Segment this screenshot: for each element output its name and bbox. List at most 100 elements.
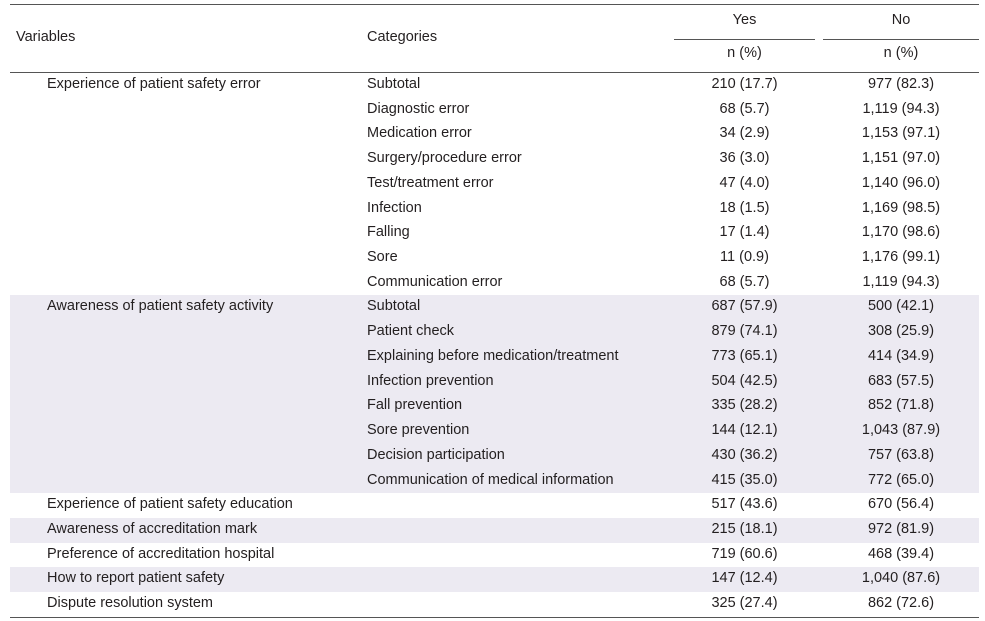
yes-cell: 11 (0.9) <box>720 249 769 266</box>
no-cell: 757 (63.8) <box>867 446 935 463</box>
no-cell: 1,040 (87.6) <box>861 570 941 587</box>
yes-cell: 504 (42.5) <box>711 372 778 389</box>
yes-cell: 144 (12.1) <box>711 422 778 439</box>
no-cell: 1,169 (98.5) <box>861 199 941 216</box>
table-row: Surgery/procedure error 36 (3.0) 1,151 (97… <box>10 147 979 172</box>
table-row: Experience of patient safety education 51… <box>10 493 979 518</box>
category-cell: Patient check <box>367 323 455 340</box>
no-cell: 1,151 (97.0) <box>861 150 941 167</box>
header-variables: Variables <box>16 29 76 45</box>
category-cell: Fall prevention <box>367 397 463 414</box>
yes-cell: 147 (12.4) <box>711 570 778 587</box>
yes-cell: 335 (28.2) <box>711 397 778 414</box>
category-cell: Sore <box>367 249 398 266</box>
no-cell: 414 (34.9) <box>867 347 935 364</box>
no-cell: 468 (39.4) <box>867 545 935 562</box>
no-cell: 308 (25.9) <box>867 323 935 340</box>
no-cell: 1,043 (87.9) <box>861 422 941 439</box>
category-cell: Falling <box>367 224 410 241</box>
yes-cell: 517 (43.6) <box>711 496 778 513</box>
header-no-rule <box>823 39 979 40</box>
category-cell: Explaining before medication/treatment <box>367 347 619 364</box>
no-cell: 1,153 (97.1) <box>861 125 941 142</box>
header-categories: Categories <box>367 29 438 45</box>
category-cell: Test/treatment error <box>367 174 494 191</box>
yes-cell: 325 (27.4) <box>711 595 778 612</box>
variable-cell: Dispute resolution system <box>47 595 214 612</box>
yes-cell: 47 (4.0) <box>719 174 770 191</box>
no-cell: 852 (71.8) <box>867 397 935 414</box>
variable-cell: Awareness of accreditation mark <box>47 520 258 537</box>
table-row: Sore 11 (0.9) 1,176 (99.1) <box>10 246 979 271</box>
table-row: Patient check 879 (74.1) 308 (25.9) <box>10 320 979 345</box>
no-cell: 670 (56.4) <box>867 496 935 513</box>
category-cell: Subtotal <box>367 298 421 315</box>
yes-cell: 34 (2.9) <box>719 125 770 142</box>
table-row: Explaining before medication/treatment 77… <box>10 344 979 370</box>
header-yes-unit: n (%) <box>727 45 762 61</box>
category-cell: Medication error <box>367 125 472 142</box>
yes-cell: 36 (3.0) <box>719 150 770 167</box>
yes-cell: 719 (60.6) <box>711 545 778 562</box>
yes-cell: 773 (65.1) <box>711 347 778 364</box>
variable-cell: Experience of patient safety education <box>47 496 293 513</box>
category-cell: Communication of medical information <box>367 471 614 488</box>
table-row: Falling 17 (1.4) 1,170 (98.6) <box>10 221 979 246</box>
data-table: Variables Categories Yes No n (%) n (%) … <box>10 4 979 618</box>
header-no: No <box>891 12 911 28</box>
table-row: Infection prevention 504 (42.5) 683 (57.5) <box>10 369 979 395</box>
variable-cell: How to report patient safety <box>47 570 225 587</box>
table-row: Decision participation 430 (36.2) 757 (63.… <box>10 443 979 469</box>
header-yes: Yes <box>732 12 757 28</box>
table-row: Awareness of patient safety activity Subt… <box>10 295 979 321</box>
no-cell: 1,176 (99.1) <box>861 249 941 266</box>
no-cell: 683 (57.5) <box>867 372 935 389</box>
table-body: Experience of patient safety error Subtot… <box>10 73 979 618</box>
no-cell: 1,170 (98.6) <box>861 224 941 241</box>
yes-cell: 18 (1.5) <box>719 199 770 216</box>
variable-cell: Preference of accreditation hospital <box>47 545 275 562</box>
table-row: Communication of medical information 415 … <box>10 468 979 494</box>
no-cell: 972 (81.9) <box>867 520 935 537</box>
variable-cell: Experience of patient safety error <box>47 76 261 92</box>
yes-cell: 215 (18.1) <box>711 520 778 537</box>
yes-cell: 68 (5.7) <box>719 273 770 290</box>
yes-cell: 210 (17.7) <box>711 76 778 92</box>
yes-cell: 687 (57.9) <box>711 298 778 315</box>
table-row: Dispute resolution system 325 (27.4) 862 (… <box>10 592 979 617</box>
header-yes-rule <box>674 39 815 40</box>
table-row: Test/treatment error 47 (4.0) 1,140 (96.0) <box>10 172 979 197</box>
header-no-unit: n (%) <box>883 45 919 61</box>
no-cell: 500 (42.1) <box>867 298 935 315</box>
category-cell: Subtotal <box>367 76 421 92</box>
category-cell: Diagnostic error <box>367 100 470 117</box>
category-cell: Infection prevention <box>367 372 494 389</box>
yes-cell: 415 (35.0) <box>711 471 778 488</box>
table-row: Awareness of accreditation mark 215 (18.1… <box>10 517 979 543</box>
yes-cell: 68 (5.7) <box>719 100 770 117</box>
yes-cell: 879 (74.1) <box>711 323 778 340</box>
table-row: Experience of patient safety error Subtot… <box>10 73 979 98</box>
category-cell: Communication error <box>367 273 503 290</box>
table-row: Preference of accreditation hospital 719 … <box>10 543 979 568</box>
table-row: Fall prevention 335 (28.2) 852 (71.8) <box>10 394 979 420</box>
table-row: Communication error 68 (5.7) 1,119 (94.3) <box>10 271 979 296</box>
no-cell: 862 (72.6) <box>867 595 935 612</box>
table-row: How to report patient safety 147 (12.4) 1,… <box>10 567 979 593</box>
table-row: Infection 18 (1.5) 1,169 (98.5) <box>10 197 979 222</box>
yes-cell: 17 (1.4) <box>719 224 770 241</box>
table-header: Variables Categories Yes No n (%) n (%) <box>10 4 979 73</box>
category-cell: Decision participation <box>367 446 505 463</box>
no-cell: 1,119 (94.3) <box>862 100 940 117</box>
category-cell: Infection <box>367 199 422 216</box>
yes-cell: 430 (36.2) <box>711 446 778 463</box>
no-cell: 772 (65.0) <box>867 471 935 488</box>
variable-cell: Awareness of patient safety activity <box>47 298 274 315</box>
category-cell: Sore prevention <box>367 422 470 439</box>
table-row: Medication error 34 (2.9) 1,153 (97.1) <box>10 122 979 147</box>
table-row: Diagnostic error 68 (5.7) 1,119 (94.3) <box>10 98 979 123</box>
no-cell: 1,119 (94.3) <box>862 273 940 290</box>
no-cell: 1,140 (96.0) <box>861 174 941 191</box>
no-cell: 977 (82.3) <box>867 76 935 92</box>
category-cell: Surgery/procedure error <box>367 150 522 167</box>
